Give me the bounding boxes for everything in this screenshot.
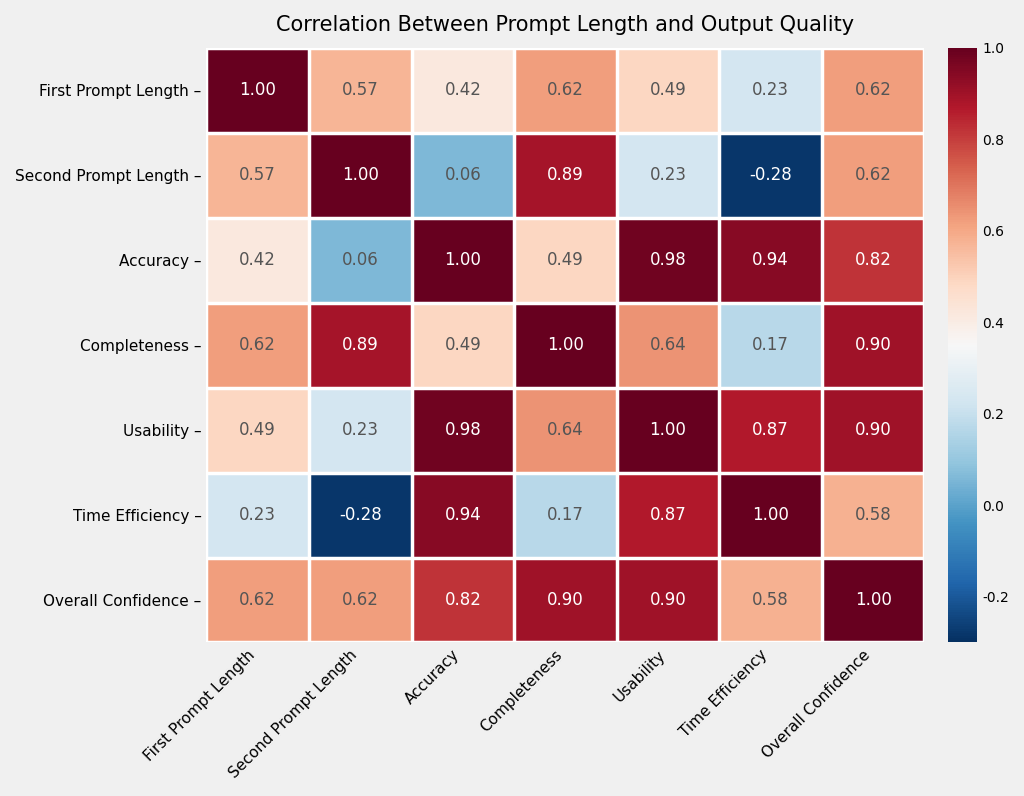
Text: 0.42: 0.42 (240, 251, 276, 269)
Text: 1.00: 1.00 (649, 421, 686, 439)
Bar (309, 217, 412, 302)
Text: 1.00: 1.00 (444, 251, 481, 269)
Bar (309, 473, 412, 557)
Bar (412, 388, 514, 473)
Text: 0.62: 0.62 (547, 81, 584, 100)
Text: 0.89: 0.89 (342, 336, 379, 354)
Text: 0.17: 0.17 (752, 336, 790, 354)
Bar (616, 473, 719, 557)
Title: Correlation Between Prompt Length and Output Quality: Correlation Between Prompt Length and Ou… (276, 15, 854, 35)
Bar (309, 48, 412, 133)
Bar (207, 557, 309, 642)
Text: 1.00: 1.00 (855, 591, 892, 609)
Text: 0.06: 0.06 (444, 166, 481, 184)
Bar (412, 48, 514, 133)
Text: 0.62: 0.62 (855, 81, 892, 100)
Bar (207, 133, 309, 217)
Text: 0.58: 0.58 (753, 591, 788, 609)
Bar (616, 557, 719, 642)
Bar (822, 473, 925, 557)
Bar (822, 388, 925, 473)
Text: 0.17: 0.17 (547, 506, 584, 524)
Bar (514, 217, 616, 302)
Bar (412, 473, 514, 557)
Text: 0.57: 0.57 (342, 81, 379, 100)
Bar (719, 473, 822, 557)
Bar (207, 473, 309, 557)
Bar (309, 557, 412, 642)
Bar (514, 388, 616, 473)
Bar (207, 388, 309, 473)
Text: 0.57: 0.57 (240, 166, 276, 184)
Text: 0.62: 0.62 (240, 336, 276, 354)
Bar (412, 302, 514, 388)
Bar (616, 217, 719, 302)
Bar (719, 302, 822, 388)
Bar (514, 302, 616, 388)
Text: 0.90: 0.90 (547, 591, 584, 609)
Text: 0.98: 0.98 (444, 421, 481, 439)
Text: 0.49: 0.49 (547, 251, 584, 269)
Bar (514, 557, 616, 642)
Bar (412, 133, 514, 217)
Bar (822, 48, 925, 133)
Text: 0.87: 0.87 (649, 506, 686, 524)
Text: 0.94: 0.94 (444, 506, 481, 524)
Text: 0.64: 0.64 (547, 421, 584, 439)
Bar (822, 557, 925, 642)
Bar (514, 133, 616, 217)
Text: 0.90: 0.90 (855, 336, 892, 354)
Text: 0.98: 0.98 (649, 251, 686, 269)
Bar (514, 473, 616, 557)
Text: 1.00: 1.00 (547, 336, 584, 354)
Text: 1.00: 1.00 (240, 81, 276, 100)
Text: 0.82: 0.82 (444, 591, 481, 609)
Bar (207, 302, 309, 388)
Text: 0.23: 0.23 (342, 421, 379, 439)
Bar (207, 48, 309, 133)
Text: 0.58: 0.58 (855, 506, 892, 524)
Bar (412, 217, 514, 302)
Bar (719, 557, 822, 642)
Text: 0.90: 0.90 (855, 421, 892, 439)
Text: 1.00: 1.00 (752, 506, 790, 524)
Bar (719, 217, 822, 302)
Text: 0.49: 0.49 (240, 421, 276, 439)
Bar (616, 302, 719, 388)
Text: 0.23: 0.23 (649, 166, 686, 184)
Bar (616, 48, 719, 133)
Text: 0.90: 0.90 (649, 591, 686, 609)
Bar (719, 133, 822, 217)
Bar (412, 557, 514, 642)
Text: 0.23: 0.23 (240, 506, 276, 524)
Text: 0.49: 0.49 (444, 336, 481, 354)
Text: -0.28: -0.28 (750, 166, 792, 184)
Text: 0.87: 0.87 (753, 421, 788, 439)
Bar (719, 388, 822, 473)
Bar (616, 388, 719, 473)
Text: 0.49: 0.49 (649, 81, 686, 100)
Bar (822, 133, 925, 217)
Text: 1.00: 1.00 (342, 166, 379, 184)
Text: 0.06: 0.06 (342, 251, 379, 269)
Text: 0.42: 0.42 (444, 81, 481, 100)
Bar (616, 133, 719, 217)
Text: -0.28: -0.28 (339, 506, 382, 524)
Bar (207, 217, 309, 302)
Bar (822, 217, 925, 302)
Bar (822, 302, 925, 388)
Bar (719, 48, 822, 133)
Text: 0.62: 0.62 (240, 591, 276, 609)
Text: 0.89: 0.89 (547, 166, 584, 184)
Text: 0.94: 0.94 (753, 251, 788, 269)
Text: 0.82: 0.82 (855, 251, 892, 269)
Text: 0.23: 0.23 (752, 81, 790, 100)
Bar (514, 48, 616, 133)
Text: 0.62: 0.62 (855, 166, 892, 184)
Bar (309, 302, 412, 388)
Bar (309, 388, 412, 473)
Text: 0.64: 0.64 (649, 336, 686, 354)
Bar (309, 133, 412, 217)
Text: 0.62: 0.62 (342, 591, 379, 609)
